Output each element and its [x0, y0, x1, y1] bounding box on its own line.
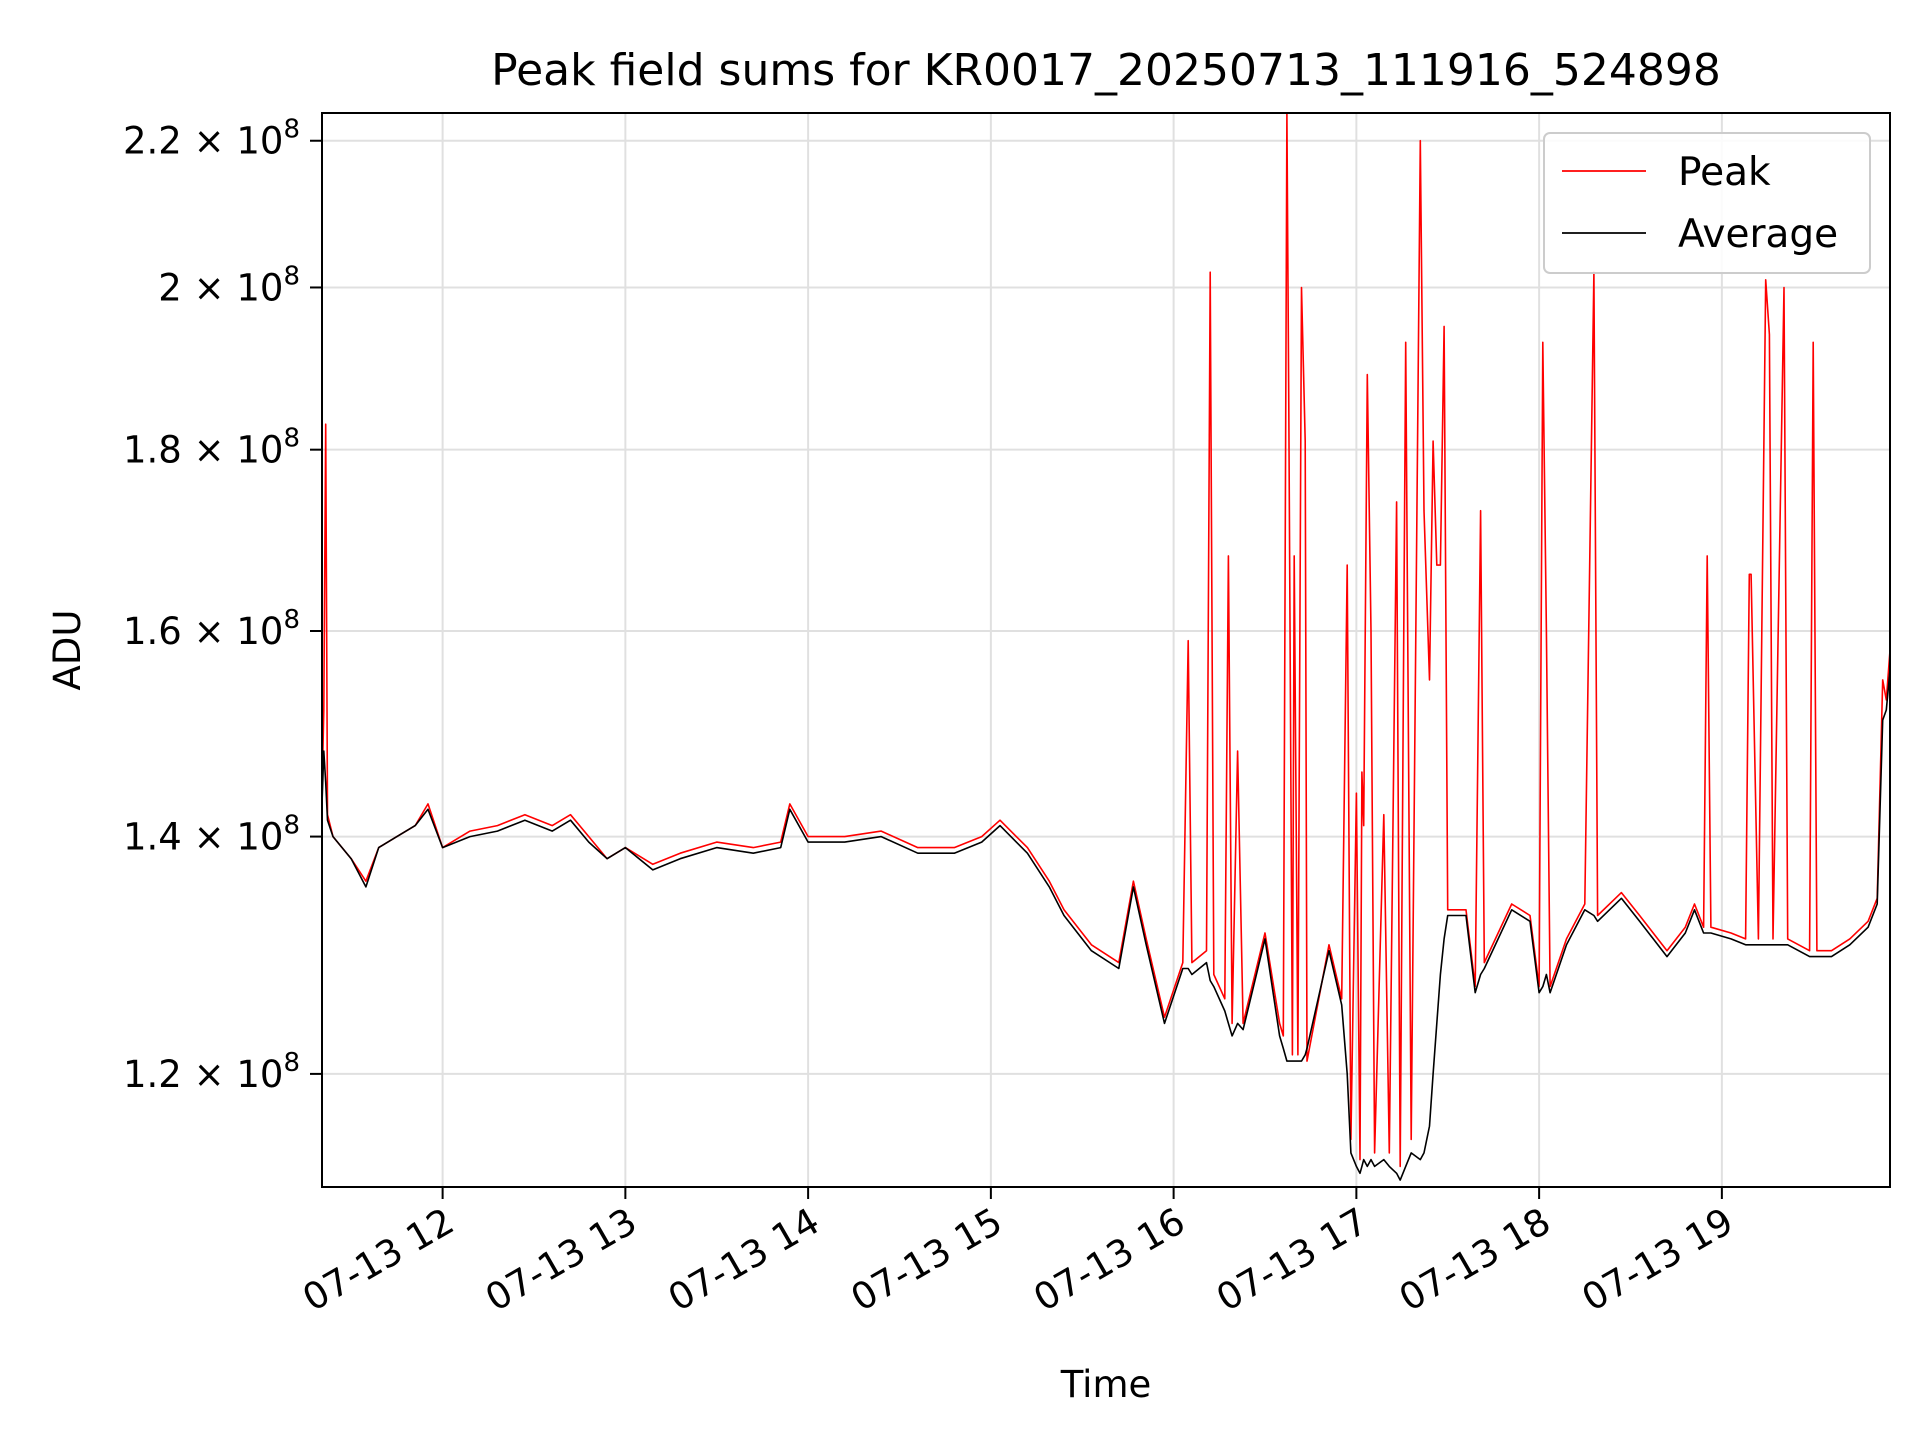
y-tick-mantissa: 1.8 [123, 429, 182, 472]
y-tick-times: × 10 [182, 1053, 284, 1096]
series-line-peak [321, 112, 1891, 1168]
y-tick-label: 2.2 × 108 [123, 115, 300, 163]
legend-label-peak: Peak [1678, 150, 1771, 195]
y-tick-exponent: 8 [283, 605, 300, 635]
y-tick-exponent: 8 [283, 115, 300, 145]
plot-frame [321, 112, 1891, 1188]
legend-box [1543, 132, 1871, 274]
y-tick-times: × 10 [182, 120, 284, 163]
series-line-average [321, 669, 1891, 1181]
y-tick-label: 1.6 × 108 [123, 605, 300, 653]
y-tick-mantissa: 1.6 [123, 610, 182, 653]
y-tick-mantissa: 1.4 [123, 816, 182, 859]
y-tick-label: 1.2 × 108 [123, 1048, 300, 1096]
y-tick-times: × 10 [182, 816, 284, 859]
y-tick-label: 1.8 × 108 [123, 424, 300, 472]
y-tick-label: 2 × 108 [158, 261, 300, 309]
chart-title: Peak field sums for KR0017_20250713_1119… [491, 45, 1721, 96]
legend: Peak Average [1543, 132, 1871, 274]
y-tick-mantissa: 1.2 [123, 1053, 182, 1096]
y-tick-times: × 10 [182, 429, 284, 472]
y-tick-exponent: 8 [283, 1048, 300, 1078]
y-tick-exponent: 8 [283, 811, 300, 841]
y-tick-times: × 10 [182, 610, 284, 653]
y-axis-title: ADU [46, 610, 89, 691]
y-tick-label: 1.4 × 108 [123, 811, 300, 859]
y-tick-times: × 10 [182, 266, 284, 309]
series-lines [321, 112, 1891, 1181]
x-axis-title: Time [1060, 1363, 1152, 1406]
legend-label-average: Average [1678, 212, 1838, 257]
y-tick-exponent: 8 [283, 261, 300, 291]
grid [322, 113, 1890, 1187]
y-tick-exponent: 8 [283, 424, 300, 454]
y-tick-mantissa: 2.2 [123, 120, 182, 163]
y-tick-mantissa: 2 [158, 266, 182, 309]
